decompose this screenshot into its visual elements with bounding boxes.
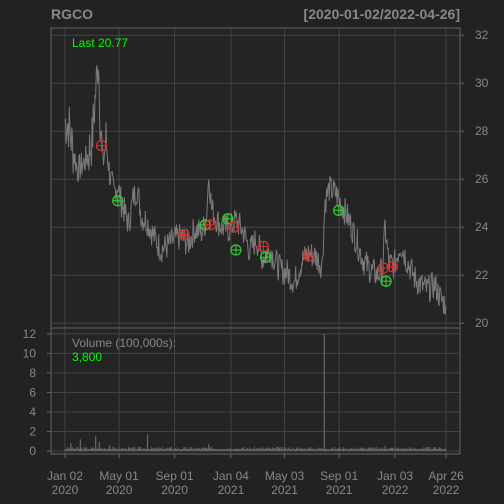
x-tick-label-year: 2022 bbox=[382, 483, 409, 497]
buy-signal-marker bbox=[230, 244, 242, 256]
sell-signal-marker bbox=[204, 219, 217, 231]
x-tick-label-date: Sep 01 bbox=[156, 469, 194, 483]
volume-tick-label: 12 bbox=[23, 327, 37, 341]
volume-tick-label: 10 bbox=[23, 346, 37, 360]
price-tick-label: 20 bbox=[475, 316, 489, 330]
sell-signal-marker bbox=[386, 261, 398, 273]
volume-tick-label: 8 bbox=[29, 366, 36, 380]
x-tick-label-date: May 01 bbox=[99, 469, 139, 483]
price-tick-label: 24 bbox=[475, 220, 489, 234]
sell-signal-marker bbox=[257, 240, 270, 253]
symbol-title: RGCO bbox=[51, 6, 93, 22]
x-tick-label-year: 2021 bbox=[218, 483, 245, 497]
x-tick-label-year: 2021 bbox=[326, 483, 353, 497]
price-y-axis: 20 22 24 26 28 30 32 bbox=[460, 28, 489, 330]
volume-label: Volume (100,000s): bbox=[72, 336, 176, 350]
x-tick-label-date: May 03 bbox=[265, 469, 305, 483]
price-tick-label: 26 bbox=[475, 172, 489, 186]
buy-signal-marker bbox=[259, 251, 272, 263]
buy-signal-marker bbox=[222, 213, 234, 225]
date-range-title: [2020-01-02/2022-04-26] bbox=[304, 6, 460, 22]
x-tick-label-date: Apr 26 bbox=[428, 469, 464, 483]
x-tick-label-date: Sep 01 bbox=[320, 469, 358, 483]
price-tick-label: 22 bbox=[475, 268, 489, 282]
price-grid bbox=[51, 28, 460, 328]
volume-tick-label: 4 bbox=[29, 405, 36, 419]
x-tick-label-date: Jan 04 bbox=[213, 469, 249, 483]
price-panel-frame bbox=[50, 27, 461, 329]
sell-signal-marker bbox=[178, 228, 190, 241]
price-tick-label: 28 bbox=[475, 124, 489, 138]
volume-y-axis: 0 2 4 6 8 10 12 bbox=[23, 327, 51, 458]
last-price-label: Last 20.77 bbox=[72, 36, 128, 50]
sell-signal-marker bbox=[95, 139, 108, 152]
price-tick-label: 30 bbox=[475, 76, 489, 90]
volume-value: 3,800 bbox=[72, 350, 102, 364]
volume-tick-label: 6 bbox=[29, 385, 36, 399]
x-tick-label-date: Jan 02 bbox=[47, 469, 83, 483]
price-panel: 20 22 24 26 28 30 32 Last 20.77 bbox=[50, 27, 489, 330]
x-tick-label-year: 2020 bbox=[52, 483, 79, 497]
buy-signal-marker bbox=[380, 275, 392, 287]
x-tick-label-year: 2021 bbox=[271, 483, 298, 497]
signal-markers bbox=[95, 139, 398, 287]
sell-signal-marker bbox=[227, 221, 240, 233]
sell-signal-marker bbox=[303, 250, 315, 262]
volume-tick-label: 0 bbox=[29, 444, 36, 458]
x-tick-label-date: Jan 03 bbox=[377, 469, 413, 483]
x-tick-label-year: 2022 bbox=[433, 483, 460, 497]
volume-bars bbox=[64, 333, 446, 452]
volume-panel: 0 2 4 6 8 10 12 Volume (100,000s): 3,800 bbox=[23, 327, 461, 458]
sell-signal-marker bbox=[377, 262, 389, 274]
x-tick-label-year: 2020 bbox=[161, 483, 188, 497]
buy-signal-marker bbox=[112, 195, 124, 207]
price-tick-label: 32 bbox=[475, 28, 489, 42]
x-tick-label-year: 2020 bbox=[106, 483, 133, 497]
buy-signal-marker bbox=[333, 204, 345, 217]
volume-tick-label: 2 bbox=[29, 425, 36, 439]
